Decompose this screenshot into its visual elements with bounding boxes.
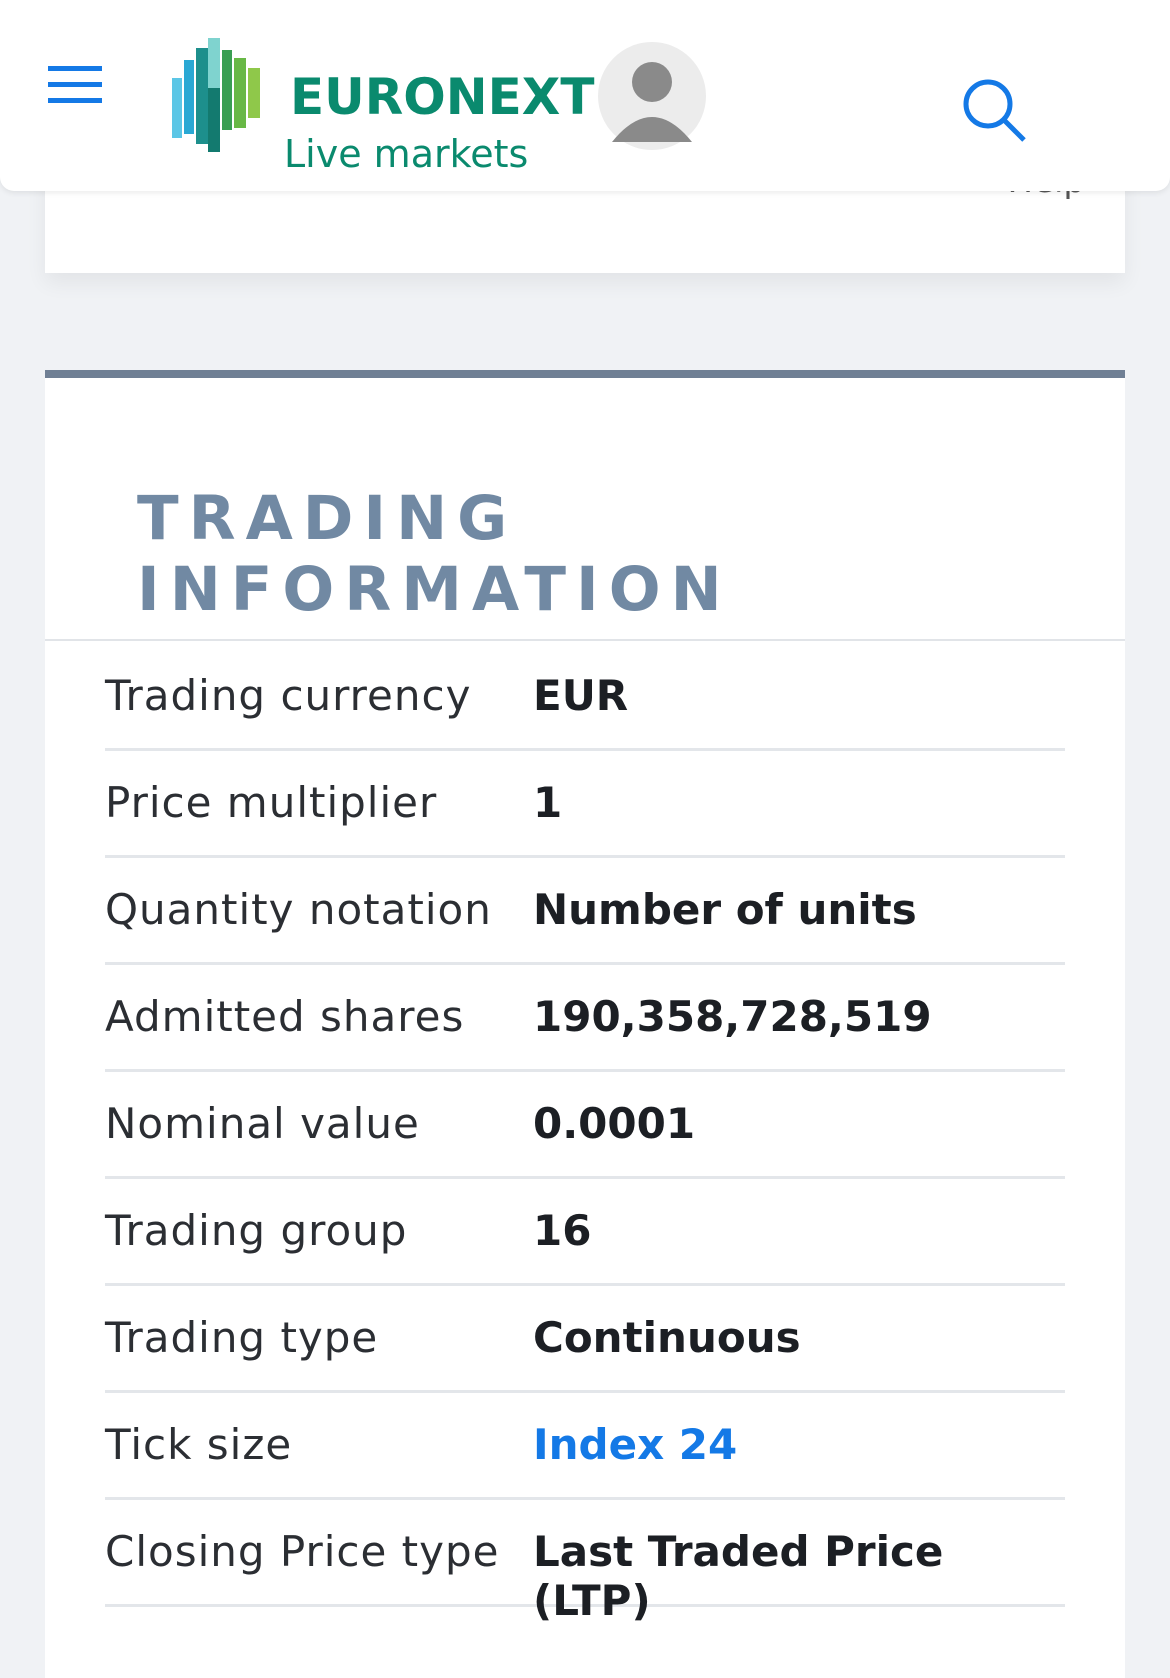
row-value: Last Traded Price (LTP) [533, 1527, 944, 1625]
avatar[interactable] [598, 42, 706, 150]
row-label: Quantity notation [105, 885, 492, 934]
brand: EURONEXT [290, 68, 595, 126]
info-row: Price multiplier 1 [105, 748, 1065, 858]
row-value: 190,358,728,519 [533, 992, 932, 1041]
divider [45, 639, 1125, 641]
header: EURONEXT Live markets [0, 0, 1170, 191]
row-label: Price multiplier [105, 778, 438, 827]
row-label: Admitted shares [105, 992, 465, 1041]
row-label: Closing Price type [105, 1527, 500, 1576]
row-label: Trading currency [105, 671, 472, 720]
row-label: Trading type [105, 1313, 379, 1362]
row-value: Number of units [533, 885, 917, 934]
info-row: Tick size Index 24 [105, 1390, 1065, 1500]
trading-information-card: TRADING INFORMATION Trading currency EUR P… [45, 370, 1125, 1678]
info-row: Nominal value 0.0001 [105, 1069, 1065, 1179]
info-row: Closing Price type Last Traded Price (LTP… [105, 1497, 1065, 1625]
row-value: 0.0001 [533, 1099, 696, 1148]
row-value: EUR [533, 671, 629, 720]
row-value: 16 [533, 1206, 592, 1255]
row-value-link[interactable]: Index 24 [533, 1420, 738, 1469]
row-value: Continuous [533, 1313, 801, 1362]
info-row: Trading type Continuous [105, 1283, 1065, 1393]
section-title: TRADING INFORMATION [137, 483, 732, 625]
tagline: Live markets [284, 132, 529, 176]
row-label: Tick size [105, 1420, 293, 1469]
row-value: 1 [533, 778, 563, 827]
info-row: Trading group 16 [105, 1176, 1065, 1286]
info-row: Quantity notation Number of units [105, 855, 1065, 965]
info-row: Trading currency EUR [105, 641, 1065, 751]
menu-button[interactable] [48, 66, 102, 103]
row-label: Trading group [105, 1206, 408, 1255]
search-button[interactable] [960, 76, 1030, 146]
row-label: Nominal value [105, 1099, 420, 1148]
info-row: Admitted shares 190,358,728,519 [105, 962, 1065, 1072]
logo-mark [172, 38, 260, 152]
